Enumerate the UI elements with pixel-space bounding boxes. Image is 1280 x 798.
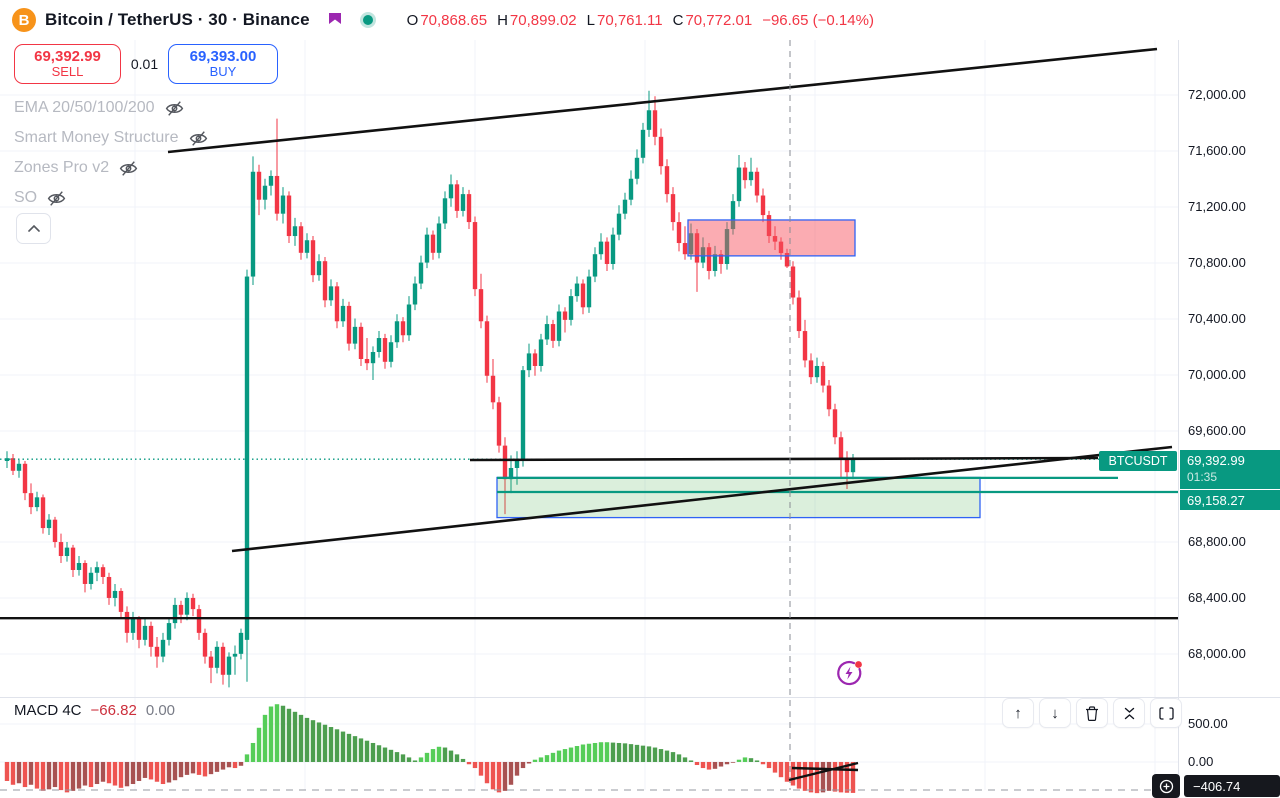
arrow-down-icon: ↓ [1051,704,1059,722]
macd-title: MACD 4C [14,702,82,719]
chart-header: B Bitcoin / TetherUS · 30 · Binance O 70… [0,0,1280,40]
change-value: −96.65 (−0.14%) [762,11,874,29]
collapse-pane-button[interactable] [1113,698,1145,728]
macd-value-badge: −406.74 [1184,775,1280,797]
move-pane-down-button[interactable]: ↓ [1039,698,1071,728]
pane-toolbar: ↑ ↓ [1002,698,1182,728]
collapse-icon [1124,707,1134,719]
price-axis[interactable]: 72,000.00 71,600.00 71,200.00 70,800.00 70,4… [1178,0,1280,798]
close-label: C [672,11,684,29]
sell-price: 69,392.99 [34,47,101,65]
price-tick-label: 71,200.00 [1188,199,1246,214]
symbol-price-label: BTCUSDT [1099,451,1177,471]
maximize-icon [1158,706,1174,720]
connection-status-icon [359,11,377,29]
price-tick-label: 68,000.00 [1188,646,1246,661]
delete-pane-button[interactable] [1076,698,1108,728]
price-tick-label: 70,400.00 [1188,311,1246,326]
maximize-pane-button[interactable] [1150,698,1182,728]
circled-plus-icon [1159,779,1173,793]
price-tick-label: 500.00 [1188,716,1228,731]
price-tick-label: 70,000.00 [1188,367,1246,382]
price-tick-label: 68,400.00 [1188,590,1246,605]
buy-label: BUY [209,64,237,80]
price-tick-label: 0.00 [1188,754,1214,769]
eye-off-icon[interactable] [118,158,139,179]
sell-button[interactable]: 69,392.99 SELL [14,44,121,84]
price-axis-border [1178,40,1179,798]
bar-countdown: 01:35 [1187,470,1218,485]
macd-value: −66.82 [90,702,137,719]
high-label: H [497,11,508,29]
indicator-label: Zones Pro v2 [14,159,110,176]
indicator-row-ema[interactable]: EMA 20/50/100/200 [14,96,185,120]
symbol-title[interactable]: Bitcoin / TetherUS · 30 · Binance [45,10,310,29]
price-tick-label: 70,800.00 [1188,255,1246,270]
indicator-row-smart-money[interactable]: Smart Money Structure [14,126,209,150]
eye-off-icon[interactable] [164,98,185,119]
add-alert-plus-button[interactable] [1152,774,1180,798]
indicator-row-so[interactable]: SO [14,186,67,210]
sell-label: SELL [51,64,84,80]
pane-separator[interactable] [0,697,1280,698]
high-value: 70,899.02 [509,11,577,29]
current-price-value: 69,392.99 [1187,453,1245,469]
quantity-value[interactable]: 0.01 [130,56,159,72]
arrow-up-icon: ↑ [1014,704,1022,722]
eye-off-icon[interactable] [188,128,209,149]
bitcoin-icon: B [12,8,36,32]
price-tick-label: 71,600.00 [1188,143,1246,158]
ohlc-readout: O 70,868.65 H 70,899.02 L 70,761.11 C 70… [397,12,874,29]
legend-collapse-button[interactable] [16,213,51,244]
indicator-label: EMA 20/50/100/200 [14,99,155,116]
current-price-badge: 69,392.99 01:35 [1180,450,1280,489]
indicator-label: SO [14,189,38,206]
low-label: L [586,11,595,29]
price-tick-label: 68,800.00 [1188,534,1246,549]
move-pane-up-button[interactable]: ↑ [1002,698,1034,728]
macd-signal-value: 0.00 [145,702,176,719]
open-label: O [406,11,419,29]
chevron-up-icon [27,225,40,232]
low-value: 70,761.11 [596,11,663,29]
flag-icon[interactable] [328,12,343,28]
buy-button[interactable]: 69,393.00 BUY [168,44,278,84]
buy-price: 69,393.00 [189,47,257,65]
macd-legend[interactable]: MACD 4C −66.82 0.00 [14,702,175,719]
market-event-flash-icon[interactable] [834,658,864,688]
price-tick-label: 69,600.00 [1188,423,1246,438]
indicator-label: Smart Money Structure [14,129,179,146]
price-tick-label: 72,000.00 [1188,87,1246,102]
trash-icon [1086,705,1098,721]
open-value: 70,868.65 [420,11,488,29]
level-price-badge: 69,158.27 [1180,490,1280,510]
close-value: 70,772.01 [685,11,753,29]
eye-off-icon[interactable] [46,188,67,209]
indicator-row-zones-pro[interactable]: Zones Pro v2 [14,156,139,180]
